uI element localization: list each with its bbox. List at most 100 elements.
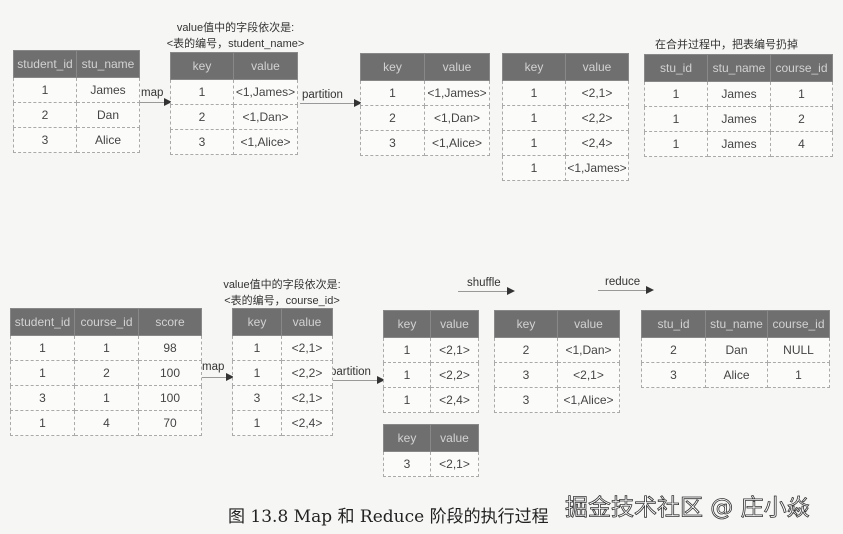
table-cell: <2,2> [281,360,333,386]
column-header: stu_id [644,54,708,82]
table-cell: <2,2> [430,362,479,388]
header-row: key value [383,424,479,452]
partition-arrow-bottom [330,376,385,384]
table-cell: <2,4> [281,410,333,436]
reduce-arrow [598,286,654,294]
column-header: student_id [10,308,75,336]
table-row: 1 <2,4> [383,387,479,413]
table-cell: <1,Dan> [424,105,490,131]
table-cell: 3 [10,385,75,411]
column-header: course_id [767,310,830,338]
table-cell: <1,James> [233,79,298,105]
table-row: 1 James 2 [644,106,833,132]
table-row: 2 Dan NULL [641,337,830,363]
column-header: key [383,424,431,452]
column-header: stu_id [641,310,706,338]
table-cell: <2,4> [430,387,479,413]
map-arrow-bottom [198,373,234,381]
table-row: 1 2 100 [10,360,202,386]
table-cell: James [707,81,771,107]
header-row: key value [494,310,620,338]
table-cell: 2 [13,102,77,128]
table-cell: 1 [74,385,139,411]
column-header: score [138,308,202,336]
partition-label-top: partition [302,89,343,101]
table-scores-mapped: key value 1 <2,1> 1 <2,2> 3 <2,1> 1 <2,4> [232,308,333,436]
note-line: <表的编号，course_id> [224,295,340,307]
table-cell: <2,1> [281,385,333,411]
table-row: 1 <2,2> [232,360,333,386]
table-cell: 70 [138,410,202,436]
table-cell: 1 [502,105,566,131]
column-header: key [502,53,566,81]
table-cell: NULL [767,337,830,363]
table-cell: 1 [74,335,139,361]
table-cell: 2 [74,360,139,386]
table-cell: 2 [641,337,706,363]
column-header: value [281,308,333,336]
table-cell: 4 [74,410,139,436]
table-scores-partition-a: key value 1 <2,1> 1 <2,2> 1 <2,4> [383,310,479,413]
table-row: 2 <1,Dan> [170,104,298,130]
table-cell: <1,James> [424,80,490,106]
table-students: student_id stu_name 1 James 2 Dan 3 Alice [13,50,140,153]
table-row: 1 James 4 [644,131,833,157]
column-header: value [233,52,298,80]
table-row: 3 <1,Alice> [170,129,298,155]
table-cell: James [707,106,771,132]
header-row: student_id stu_name [13,50,140,78]
figure-caption: 图 13.8 Map 和 Reduce 阶段的执行过程 [228,507,549,527]
table-row: 3 <1,Alice> [494,387,620,413]
table-cell: 3 [641,362,706,388]
column-header: value [557,310,620,338]
column-header: stu_name [705,310,768,338]
table-cell: 98 [138,335,202,361]
column-header: key [360,53,425,81]
table-cell: Dan [705,337,768,363]
header-row: student_id course_id score [10,308,202,336]
table-cell: <2,2> [565,105,629,131]
note-line: <表的编号，student_name> [166,38,305,50]
map-label-bottom: map [202,361,225,373]
table-cell: 3 [13,127,77,153]
table-row: 1 <2,1> [383,337,479,363]
table-scores-partition-b: key value 3 <2,1> [383,424,479,477]
table-row: 3 Alice 1 [641,362,830,388]
table-row: 1 <2,1> [232,335,333,361]
table-cell: 1 [232,335,282,361]
table-cell: 1 [770,81,833,107]
column-header: value [565,53,629,81]
table-cell: James [76,77,140,103]
table-row: 1 <1,James> [360,80,490,106]
table-cell: 2 [360,105,425,131]
table-cell: 4 [770,131,833,157]
table-row: 3 Alice [13,127,140,153]
note-line: value值中的字段依次是: [223,279,341,291]
table-cell: 1 [644,131,708,157]
column-header: stu_name [76,50,140,78]
header-row: stu_id stu_name course_id [644,54,833,82]
table-cell: 1 [383,337,431,363]
table-cell: James [707,131,771,157]
table-cell: 100 [138,360,202,386]
merge-note: 在合并过程中，把表编号扔掉 [655,39,798,51]
table-cell: 3 [170,129,234,155]
table-row: 1 <2,4> [502,130,629,156]
header-row: stu_id stu_name course_id [641,310,830,338]
table-cell: <2,1> [565,80,629,106]
table-cell: 1 [232,360,282,386]
partition-arrow-top [300,99,362,107]
column-header: key [170,52,234,80]
table-cell: 3 [383,451,431,477]
column-header: value [430,310,479,338]
table-row: 1 <2,1> [502,80,629,106]
note-line: value值中的字段依次是: [176,22,295,34]
table-cell: Alice [705,362,768,388]
column-header: student_id [13,50,77,78]
table-row: 3 1 100 [10,385,202,411]
table-cell: 3 [494,387,558,413]
bottom-value-fields-note: value值中的字段依次是: <表的编号，course_id> [212,276,352,308]
table-row: 1 <2,2> [502,105,629,131]
table-cell: 1 [10,410,75,436]
column-header: value [424,53,490,81]
